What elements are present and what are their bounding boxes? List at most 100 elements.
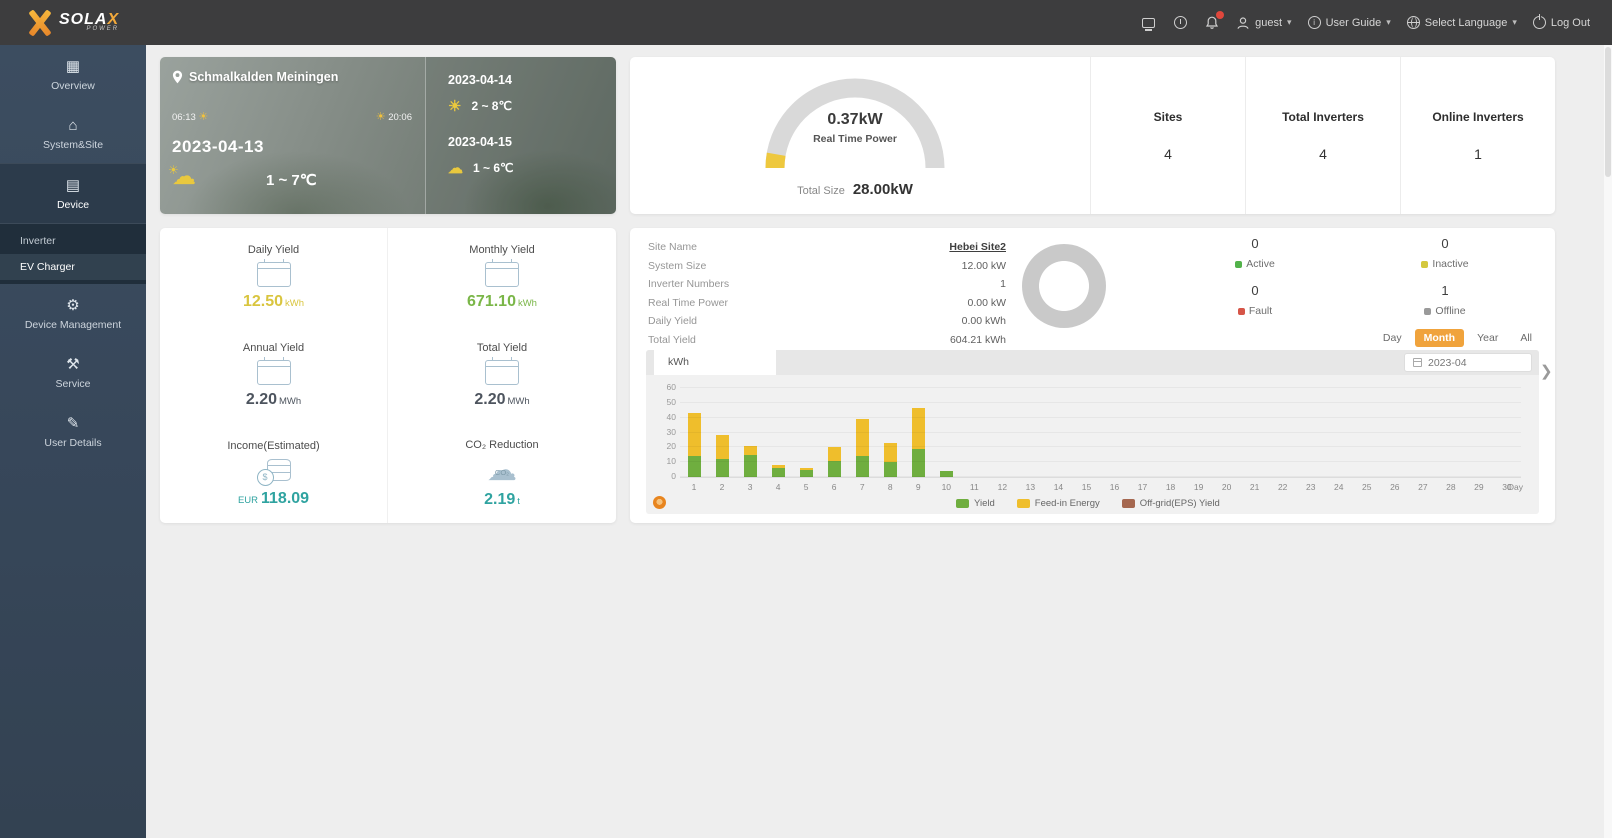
chart-bar-slot: 22 <box>1269 388 1297 492</box>
alarm-clock-icon[interactable] <box>1172 15 1188 31</box>
chart-xlabel: 11 <box>969 482 979 492</box>
chart-xlabel: 24 <box>1334 482 1344 492</box>
chart-bar-segment-feed-in-energy <box>743 445 757 455</box>
user-guide-menu[interactable]: i User Guide ▾ <box>1307 16 1391 29</box>
chart-bar-segment-yield <box>771 468 785 477</box>
bell-icon[interactable] <box>1204 10 1225 31</box>
sunrise-group: 06:13 ☀ <box>172 110 208 123</box>
realtime-power-value: 0.37kW <box>827 111 883 128</box>
status-dot <box>1424 307 1432 315</box>
chevron-right-icon[interactable]: ❯ <box>1540 363 1553 380</box>
site-info-row: Real Time Power 0.00 kW <box>648 294 1006 313</box>
chart-bar-slot: 12 <box>988 388 1016 492</box>
brand-text: SOLAX <box>59 11 120 28</box>
chart-legend: Yield Feed-in Energy Off-grid(EPS) Yield <box>956 498 1220 509</box>
yield-cell-monthly-yield: Monthly Yield 671.10 kWh <box>388 228 616 326</box>
notification-badge <box>1216 10 1225 19</box>
total-size: Total Size 28.00kW <box>797 181 913 198</box>
stat-label: Online Inverters <box>1432 109 1524 124</box>
chart-tabbar: kWh 2023-04 <box>646 350 1539 375</box>
site-info-value: 1 <box>1000 278 1006 291</box>
range-button-day[interactable]: Day <box>1382 332 1402 344</box>
language-menu[interactable]: Select Language ▾ <box>1406 16 1517 29</box>
app-download-icon[interactable] <box>1140 15 1156 31</box>
yield-cell-daily-yield: Daily Yield 12.50 kWh <box>160 228 388 327</box>
chart-bar <box>939 471 953 477</box>
stat-sites: Sites 4 <box>1090 57 1245 214</box>
tab-kwh[interactable]: kWh <box>654 350 776 375</box>
range-button-month[interactable]: Month <box>1414 329 1465 347</box>
sidebar-subitem-inverter[interactable]: Inverter <box>20 235 56 247</box>
status-label: Offline <box>1350 305 1540 317</box>
yield-value: 671.10 kWh <box>467 292 537 310</box>
sidebar-item-label: Service <box>55 378 91 390</box>
chart-xlabel: 1 <box>691 482 697 492</box>
cloudy-sun-icon: ☁ ☀ <box>168 163 196 190</box>
sidebar-item-overview[interactable]: ▦ Overview <box>0 45 146 104</box>
overview-icon: ▦ <box>65 58 81 75</box>
site-detail-card: Site Name Hebei Site2 System Size 12.00 kW I… <box>630 228 1555 523</box>
chart-bar-segment-yield <box>855 456 869 477</box>
site-name-link[interactable]: Hebei Site2 <box>949 241 1006 254</box>
range-button-all[interactable]: All <box>1520 332 1532 344</box>
legend-item-feed-in-energy[interactable]: Feed-in Energy <box>1016 498 1100 509</box>
chart-xlabel: 8 <box>887 482 893 492</box>
sidebar-item-device-management[interactable]: ⚙ Device Management <box>0 284 146 343</box>
legend-item-off-grid-eps-yield[interactable]: Off-grid(EPS) Yield <box>1121 498 1220 509</box>
chart-bar-slot: 20 <box>1213 388 1241 492</box>
status-label: Fault <box>1160 305 1350 317</box>
chart-bar-slot: 23 <box>1297 388 1325 492</box>
sidebar-item-user-details[interactable]: ✎ User Details <box>0 402 146 461</box>
chart-bar-slot: 8 <box>876 388 904 492</box>
site-info-label: Real Time Power <box>648 296 728 309</box>
chart-ytick: 30 <box>666 426 676 437</box>
yield-cell-total-yield: Total Yield 2.20 MWh <box>388 326 616 424</box>
chart-bar-slot: 25 <box>1353 388 1381 492</box>
yield-cell-co-reduction: CO₂ Reduction ☁ CO₂ 2.19 t <box>388 425 616 523</box>
brand-subtext: POWER <box>86 26 120 32</box>
chart-gridline <box>680 387 1521 388</box>
scrollbar-thumb[interactable] <box>1605 47 1611 177</box>
chart-bar <box>743 445 757 477</box>
legend-item-yield[interactable]: Yield <box>956 498 995 509</box>
sidebar-subitem-ev-charger[interactable]: EV Charger <box>0 254 146 280</box>
chart-xlabel: 26 <box>1390 482 1400 492</box>
chart-bar-slot: 7 <box>848 388 876 492</box>
site-icon: ⌂ <box>68 117 78 134</box>
location-pin-icon <box>172 70 183 84</box>
edit-pencil-icon: ✎ <box>66 415 80 432</box>
chart-bar-slot: 28 <box>1437 388 1465 492</box>
site-info-row: Site Name Hebei Site2 <box>648 238 1006 257</box>
sidebar-item-service[interactable]: ⚒ Service <box>0 343 146 402</box>
chart-xlabel: 22 <box>1277 482 1288 492</box>
yield-value: EUR 118.09 <box>237 489 310 507</box>
yield-label: Income(Estimated) <box>227 439 320 452</box>
sunset-icon: ☀ <box>375 111 386 123</box>
sidebar-item-device[interactable]: ▤ Device <box>0 163 146 224</box>
chart-bars: 1 2 3 4 5 6 7 8 9 10 11 12 13 14 15 16 17 18 19 20 21 22 23 24 2… <box>680 388 1521 492</box>
yield-summary-card: Daily Yield 12.50 kWh Monthly Yield 671.10 kW… <box>160 228 616 523</box>
user-menu[interactable]: guest ▾ <box>1236 16 1292 30</box>
yield-label: CO₂ Reduction <box>465 438 539 451</box>
site-info-value: 604.21 kWh <box>949 333 1006 346</box>
stat-value: 4 <box>1319 145 1327 162</box>
chart-date-picker[interactable]: 2023-04 <box>1404 353 1532 372</box>
forecast-temp: 2 ~ 8℃ <box>471 99 512 113</box>
chart-bar-segment-yield <box>939 471 953 477</box>
chart-marker-icon[interactable] <box>653 496 666 509</box>
chart-bar <box>771 465 785 477</box>
calendar-day-icon <box>256 258 291 287</box>
sidebar-item-label: User Details <box>44 437 102 449</box>
username: guest <box>1255 16 1283 29</box>
page-scrollbar[interactable] <box>1604 45 1612 838</box>
chart-bar-segment-feed-in-energy <box>715 435 729 459</box>
yield-label: Total Yield <box>476 341 528 354</box>
status-count: 0 <box>1251 236 1259 251</box>
sidebar-item-system-site[interactable]: ⌂ System&Site <box>0 104 146 163</box>
range-button-year[interactable]: Year <box>1477 332 1499 344</box>
legend-swatch <box>1016 499 1030 508</box>
chart-bar-slot: 26 <box>1381 388 1409 492</box>
logout-button[interactable]: Log Out <box>1532 14 1590 29</box>
calendar-icon <box>1413 358 1422 367</box>
site-info-row: Inverter Numbers 1 <box>648 275 1006 294</box>
